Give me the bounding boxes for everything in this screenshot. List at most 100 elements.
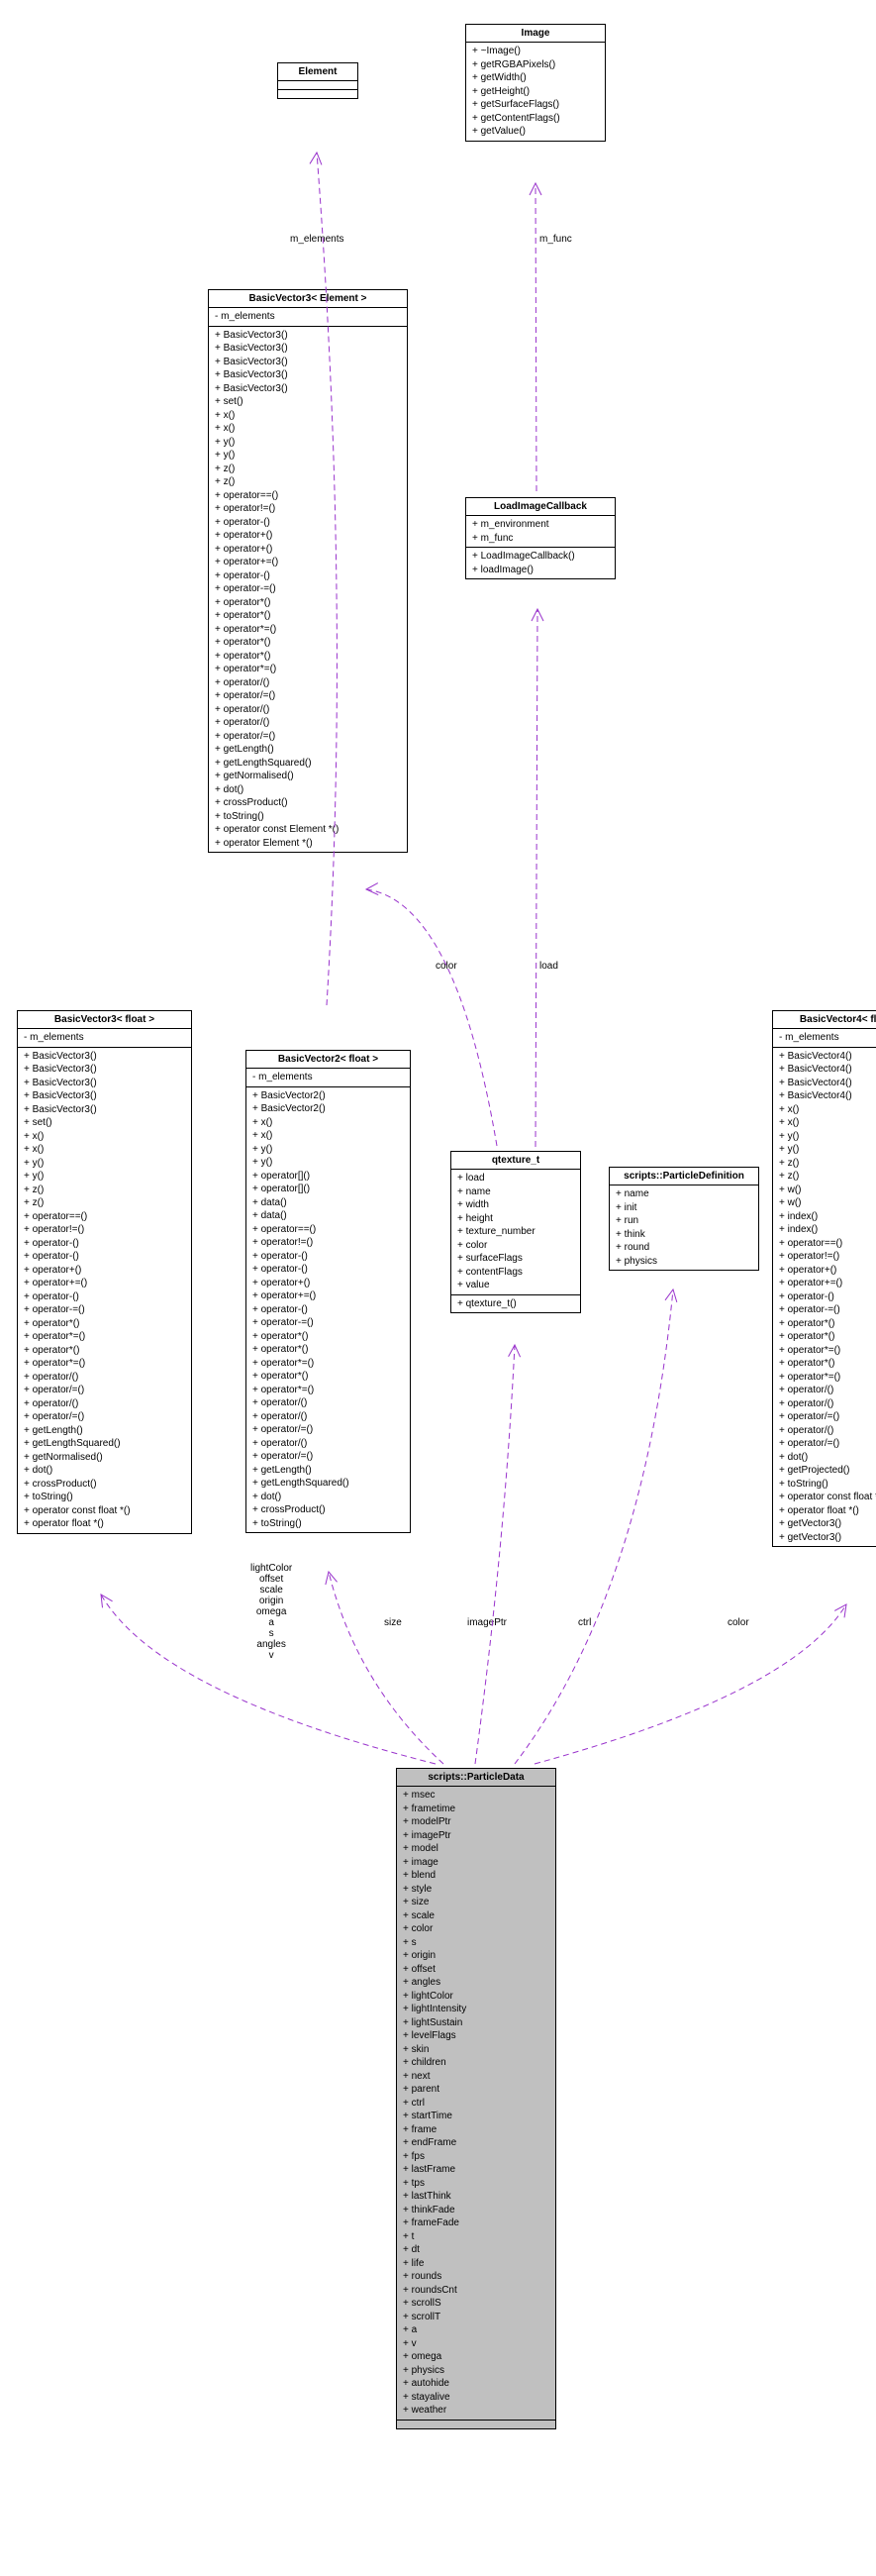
member-row: + getLengthSquared() bbox=[252, 1477, 404, 1491]
member-row: + toString() bbox=[215, 810, 401, 824]
class-title: Element bbox=[278, 63, 357, 81]
member-row: + operator-=() bbox=[779, 1303, 876, 1317]
member-row: + color bbox=[403, 1922, 549, 1936]
member-row: + style bbox=[403, 1883, 549, 1897]
member-row: + getHeight() bbox=[472, 85, 599, 99]
member-row: + frameFade bbox=[403, 2216, 549, 2230]
member-row: + operator float *() bbox=[779, 1504, 876, 1518]
member-row: + BasicVector4() bbox=[779, 1063, 876, 1077]
dependency-edge bbox=[515, 1289, 673, 1764]
member-row: + texture_number bbox=[457, 1225, 574, 1239]
member-row: + contentFlags bbox=[457, 1266, 574, 1280]
member-row: + weather bbox=[403, 2404, 549, 2418]
member-row: + operator*() bbox=[24, 1317, 185, 1331]
member-row: + operator-=() bbox=[24, 1303, 185, 1317]
member-row: + BasicVector3() bbox=[215, 368, 401, 382]
class-section: + BasicVector2()+ BasicVector2()+ x()+ x… bbox=[246, 1087, 410, 1533]
member-row: + imagePtr bbox=[403, 1829, 549, 1843]
class-section: + ~Image()+ getRGBAPixels()+ getWidth()+… bbox=[466, 43, 605, 141]
member-row: + surfaceFlags bbox=[457, 1252, 574, 1266]
member-row: + operator/=() bbox=[252, 1450, 404, 1464]
member-row: + scrollT bbox=[403, 2311, 549, 2324]
member-row: + operator-() bbox=[779, 1290, 876, 1304]
class-title: LoadImageCallback bbox=[466, 498, 615, 516]
class-section: + msec+ frametime+ modelPtr+ imagePtr+ m… bbox=[397, 1787, 555, 2421]
member-row: + s bbox=[403, 1936, 549, 1950]
member-row: + getNormalised() bbox=[24, 1451, 185, 1465]
member-row: + BasicVector4() bbox=[779, 1050, 876, 1064]
member-row: + y() bbox=[215, 436, 401, 450]
edge-label: lightColoroffsetscaleoriginomegaasangles… bbox=[250, 1563, 292, 1661]
member-row: + w() bbox=[779, 1184, 876, 1197]
member-row: + x() bbox=[215, 422, 401, 436]
member-row: + BasicVector3() bbox=[215, 342, 401, 356]
class-particledata: scripts::ParticleData+ msec+ frametime+ … bbox=[396, 1768, 556, 2429]
member-row: + children bbox=[403, 2056, 549, 2070]
class-title: BasicVector4< float > bbox=[773, 1011, 876, 1029]
member-row: + operator/() bbox=[779, 1424, 876, 1438]
member-row: + operator*() bbox=[215, 609, 401, 623]
member-row: + ctrl bbox=[403, 2097, 549, 2111]
class-title: BasicVector3< Element > bbox=[209, 290, 407, 308]
member-row: + x() bbox=[779, 1103, 876, 1117]
member-row: + BasicVector3() bbox=[215, 329, 401, 343]
edge-label: color bbox=[728, 1617, 749, 1628]
member-row: + operator[]() bbox=[252, 1170, 404, 1184]
member-row: + operator*() bbox=[779, 1317, 876, 1331]
class-section: + BasicVector4()+ BasicVector4()+ BasicV… bbox=[773, 1048, 876, 1547]
member-row: + skin bbox=[403, 2043, 549, 2057]
member-row: + operator/=() bbox=[252, 1423, 404, 1437]
member-row: + lastFrame bbox=[403, 2163, 549, 2177]
member-row: + loadImage() bbox=[472, 564, 609, 577]
member-row: + z() bbox=[215, 475, 401, 489]
member-row: + BasicVector3() bbox=[215, 382, 401, 396]
member-row: + height bbox=[457, 1212, 574, 1226]
member-row: + operator==() bbox=[252, 1223, 404, 1237]
member-row: + getWidth() bbox=[472, 71, 599, 85]
member-row: + getVector3() bbox=[779, 1531, 876, 1545]
class-bv3_element: BasicVector3< Element >- m_elements+ Bas… bbox=[208, 289, 408, 853]
member-row: + operator-() bbox=[252, 1303, 404, 1317]
member-row: + set() bbox=[24, 1116, 185, 1130]
member-row: - m_elements bbox=[779, 1031, 876, 1045]
member-row: + operator-() bbox=[215, 569, 401, 583]
member-row: + operator const Element *() bbox=[215, 823, 401, 837]
member-row: + BasicVector3() bbox=[24, 1050, 185, 1064]
member-row: + operator/() bbox=[24, 1371, 185, 1385]
member-row: + operator==() bbox=[24, 1210, 185, 1224]
member-row: + BasicVector2() bbox=[252, 1089, 404, 1103]
member-row: + y() bbox=[252, 1143, 404, 1157]
member-row: + operator!=() bbox=[24, 1223, 185, 1237]
edge-label: size bbox=[384, 1617, 402, 1628]
member-row: + dt bbox=[403, 2243, 549, 2257]
member-row: + z() bbox=[24, 1196, 185, 1210]
member-row: + BasicVector4() bbox=[779, 1089, 876, 1103]
dependency-edge bbox=[535, 183, 536, 491]
member-row: + dot() bbox=[252, 1491, 404, 1504]
member-row: + operator/=() bbox=[779, 1437, 876, 1451]
member-row: + y() bbox=[779, 1130, 876, 1144]
member-row: + color bbox=[457, 1239, 574, 1253]
class-bv3_float: BasicVector3< float >- m_elements+ Basic… bbox=[17, 1010, 192, 1534]
member-row: + v bbox=[403, 2337, 549, 2351]
member-row: + operator-() bbox=[215, 516, 401, 530]
member-row: + getProjected() bbox=[779, 1464, 876, 1478]
member-row: + ~Image() bbox=[472, 45, 599, 58]
member-row: + operator/() bbox=[215, 703, 401, 717]
class-section: + LoadImageCallback()+ loadImage() bbox=[466, 548, 615, 578]
member-row: + operator[]() bbox=[252, 1183, 404, 1196]
member-row: + operator/() bbox=[779, 1397, 876, 1411]
member-row: + operator+() bbox=[215, 543, 401, 557]
member-row: + BasicVector3() bbox=[24, 1089, 185, 1103]
member-row: + operator-() bbox=[24, 1237, 185, 1251]
member-row: + init bbox=[616, 1201, 752, 1215]
member-row: + crossProduct() bbox=[215, 796, 401, 810]
member-row: + offset bbox=[403, 1963, 549, 1977]
member-row: + physics bbox=[616, 1255, 752, 1269]
member-row: + name bbox=[616, 1187, 752, 1201]
member-row: + parent bbox=[403, 2083, 549, 2097]
member-row: + operator*=() bbox=[24, 1357, 185, 1371]
member-row: + operator*() bbox=[215, 596, 401, 610]
member-row: + operator*=() bbox=[215, 663, 401, 676]
member-row: + operator/=() bbox=[24, 1384, 185, 1397]
